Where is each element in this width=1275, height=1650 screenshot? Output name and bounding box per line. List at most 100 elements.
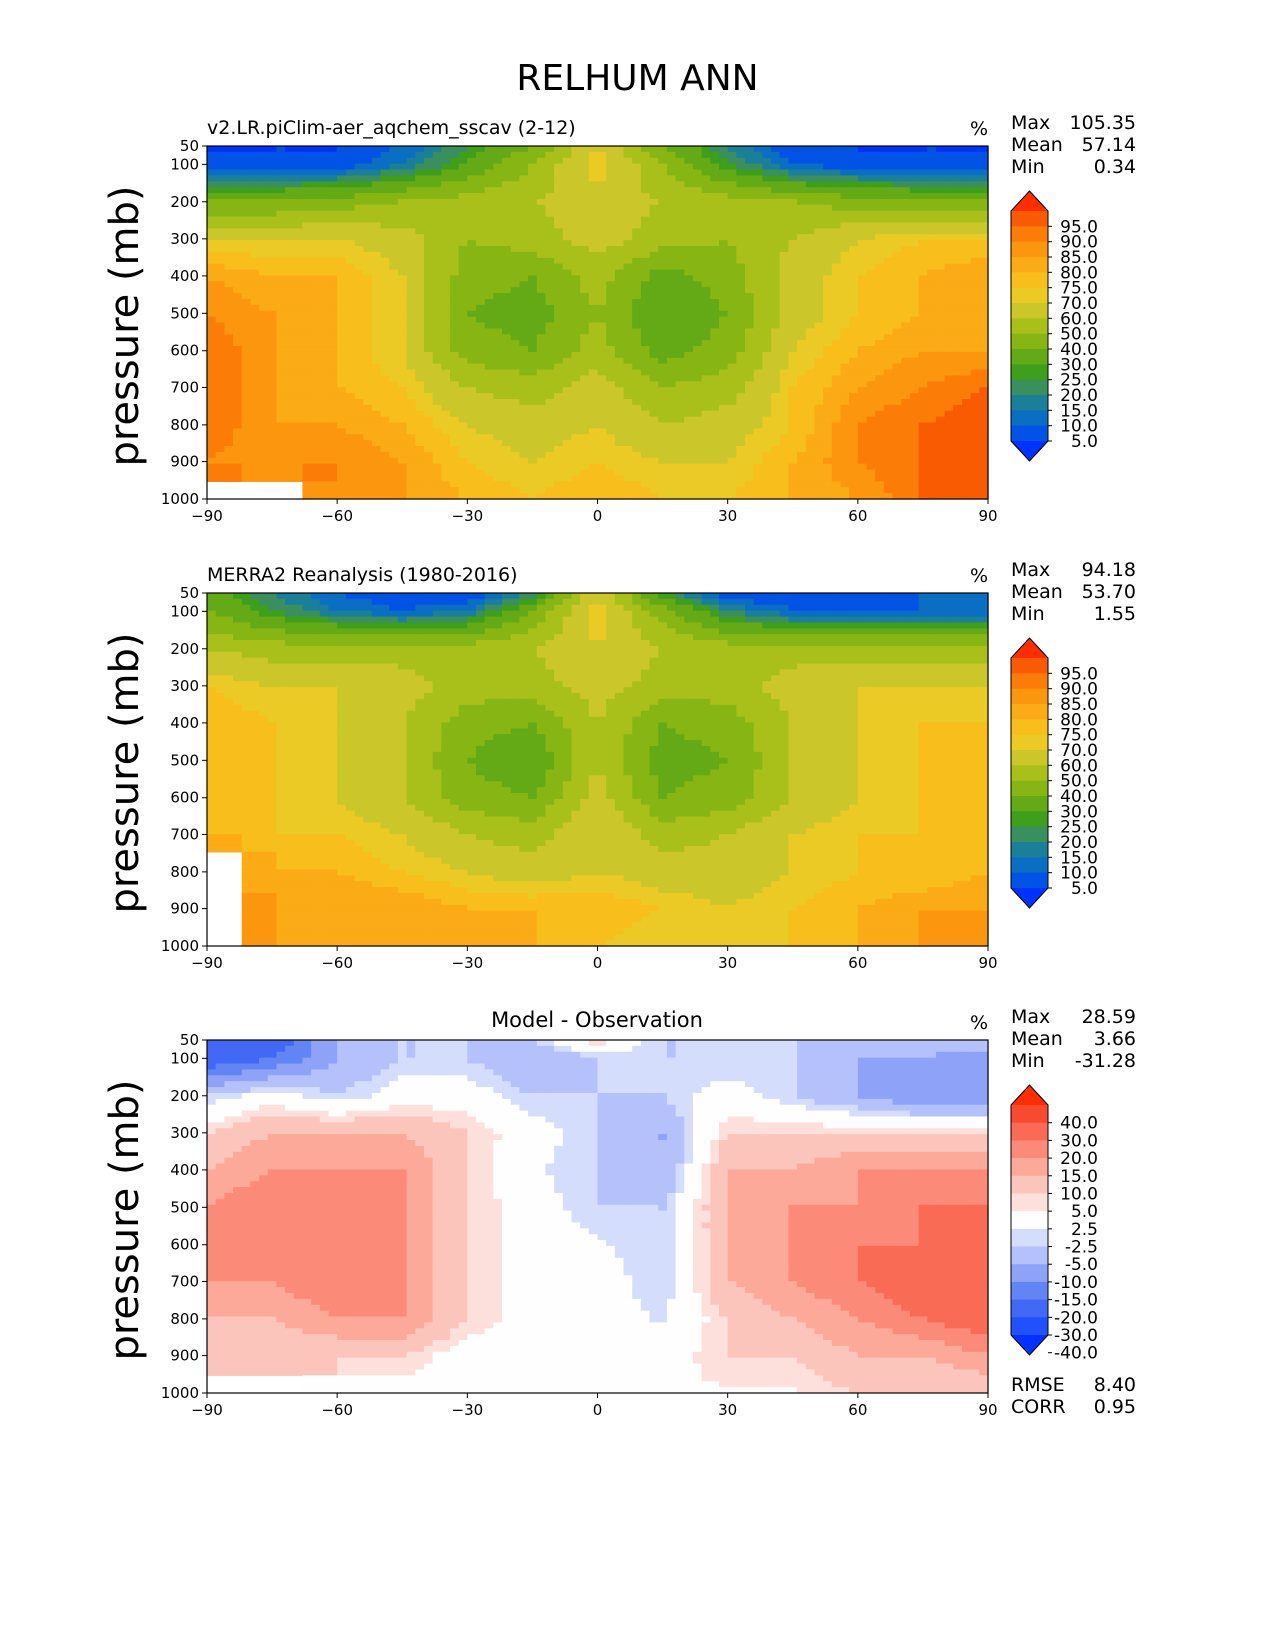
contour-cell — [692, 334, 703, 341]
contour-cell — [397, 398, 408, 406]
contour-cell — [762, 446, 772, 453]
contour-cell — [484, 422, 494, 429]
contour-cell — [892, 228, 902, 235]
contour-cell — [354, 210, 364, 218]
contour-cell — [849, 381, 859, 388]
contour-cell — [953, 222, 963, 229]
contour-cell — [606, 157, 616, 165]
contour-cell — [718, 234, 729, 241]
contour-cell — [831, 204, 842, 212]
contour-cell — [397, 363, 408, 371]
contour-cell — [632, 251, 642, 259]
contour-cell — [467, 216, 477, 224]
contour-cell — [510, 440, 520, 447]
contour-cell — [658, 404, 668, 412]
contour-cell — [788, 398, 798, 406]
contour-cell — [397, 251, 408, 259]
contour-cell — [554, 451, 564, 459]
contour-cell — [857, 146, 868, 153]
contour-cell — [970, 216, 980, 224]
contour-cell — [953, 398, 963, 406]
contour-cell — [215, 451, 225, 459]
contour-cell — [345, 193, 356, 200]
contour-cell — [883, 398, 894, 406]
contour-cell — [935, 416, 946, 424]
contour-cell — [371, 263, 382, 271]
contour-cell — [875, 304, 885, 312]
contour-cell — [519, 216, 529, 224]
contour-cell — [892, 193, 902, 200]
contour-cell — [562, 269, 573, 277]
contour-cell — [814, 163, 824, 171]
contour-cell — [250, 281, 260, 288]
contour-cell — [623, 328, 633, 335]
contour-cell — [293, 157, 304, 165]
contour-cell — [267, 393, 278, 400]
contour-cell — [415, 351, 425, 359]
contour-cell — [476, 369, 486, 377]
contour-cell — [519, 169, 529, 177]
contour-cell — [207, 187, 217, 194]
contour-cell — [979, 322, 989, 329]
contour-cell — [423, 310, 434, 318]
contour-cell — [606, 181, 616, 188]
contour-cell — [823, 187, 833, 194]
contour-cell — [493, 228, 503, 235]
contour-cell — [736, 322, 746, 329]
contour-cell — [658, 322, 668, 329]
contour-cell — [207, 269, 217, 277]
contour-cell — [779, 287, 790, 294]
contour-cell — [909, 175, 920, 182]
contour-cell — [692, 410, 703, 418]
contour-cell — [640, 216, 651, 224]
contour-cell — [727, 263, 737, 271]
contour-cell — [467, 246, 477, 253]
contour-cell — [484, 381, 494, 388]
contour-cell — [328, 157, 338, 165]
contour-cell — [207, 422, 217, 429]
contour-cell — [814, 240, 824, 247]
contour-cell — [692, 398, 703, 406]
contour-cell — [710, 381, 720, 388]
contour-cell — [354, 304, 364, 312]
contour-cell — [901, 151, 911, 159]
contour-cell — [293, 363, 304, 371]
contour-cell — [259, 446, 269, 453]
contour-cell — [562, 151, 573, 159]
contour-cell — [840, 310, 850, 318]
contour-cell — [580, 310, 590, 318]
contour-cell — [432, 428, 442, 435]
contour-cell — [345, 234, 356, 241]
contour-cell — [215, 146, 225, 153]
contour-cell — [736, 440, 746, 447]
contour-cell — [883, 175, 894, 182]
contour-cell — [875, 175, 885, 182]
contour-cell — [519, 275, 529, 282]
contour-cell — [259, 457, 269, 465]
contour-cell — [745, 457, 755, 465]
contour-cell — [441, 198, 451, 206]
contour-cell — [666, 269, 677, 277]
contour-cell — [961, 398, 972, 406]
contour-cell — [406, 340, 416, 347]
contour-cell — [918, 393, 928, 400]
contour-cell — [467, 316, 477, 324]
contour-cell — [562, 251, 573, 259]
contour-cell — [745, 204, 755, 212]
contour-cell — [423, 398, 434, 406]
contour-cell — [502, 304, 512, 312]
contour-cell — [337, 293, 347, 300]
contour-cell — [736, 451, 746, 459]
contour-cell — [502, 198, 512, 206]
contour-cell — [614, 387, 625, 394]
contour-cell — [319, 257, 330, 265]
contour-cell — [606, 228, 616, 235]
contour-cell — [892, 187, 902, 194]
contour-cell — [389, 322, 399, 329]
contour-cell — [892, 251, 902, 259]
contour-cell — [415, 146, 425, 153]
contour-cell — [970, 240, 980, 247]
contour-cell — [432, 157, 442, 165]
contour-cell — [224, 310, 234, 318]
contour-cell — [771, 151, 781, 159]
